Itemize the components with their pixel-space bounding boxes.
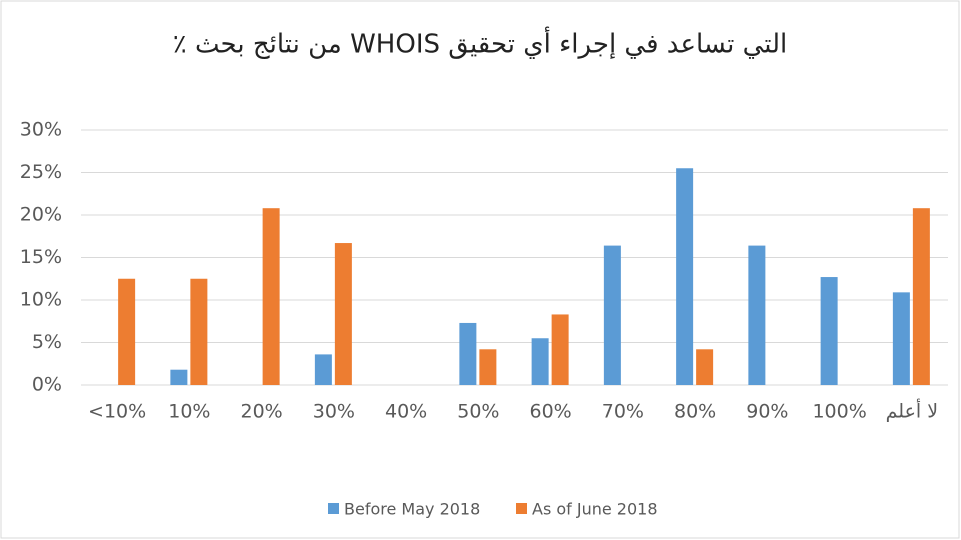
bar xyxy=(118,278,136,385)
x-tick-label: 50% xyxy=(457,401,499,423)
x-tick-label: 60% xyxy=(530,401,572,423)
y-tick-label: 25% xyxy=(20,161,62,183)
bar xyxy=(603,245,621,385)
y-tick-label: 20% xyxy=(20,204,62,226)
x-tick-label: 30% xyxy=(313,401,355,423)
x-tick-label: <10% xyxy=(88,401,146,423)
bar xyxy=(459,322,477,385)
y-tick-label: 15% xyxy=(20,246,62,268)
bar xyxy=(262,208,280,385)
bar xyxy=(531,338,549,385)
y-tick-label: 0% xyxy=(32,374,62,396)
x-tick-label: لا أعلم xyxy=(886,399,938,423)
bar xyxy=(820,277,838,385)
x-tick-label: 80% xyxy=(674,401,716,423)
y-tick-label: 10% xyxy=(20,289,62,311)
legend-swatch xyxy=(516,503,527,514)
bar xyxy=(696,349,714,385)
bar xyxy=(912,208,930,385)
x-tick-label: 90% xyxy=(746,401,788,423)
x-tick-label: 100% xyxy=(812,401,866,423)
bar xyxy=(190,278,208,385)
x-tick-label: 40% xyxy=(385,401,427,423)
x-tick-label: 10% xyxy=(168,401,210,423)
bar xyxy=(334,243,352,385)
y-tick-label: 30% xyxy=(20,119,62,141)
bar xyxy=(551,314,569,385)
x-tick-label: 70% xyxy=(602,401,644,423)
bar xyxy=(748,245,766,385)
legend-label: As of June 2018 xyxy=(532,500,658,519)
x-tick-label: 20% xyxy=(241,401,283,423)
bar xyxy=(170,369,188,385)
bar xyxy=(314,354,332,385)
bar xyxy=(892,292,910,385)
legend-label: Before May 2018 xyxy=(344,500,480,519)
bar xyxy=(479,349,497,385)
y-tick-label: 5% xyxy=(32,331,62,353)
legend-swatch xyxy=(328,503,339,514)
bar xyxy=(676,168,694,385)
chart-title: ٪ من نتائج بحث WHOIS التي تساعد في إجراء… xyxy=(173,26,787,60)
